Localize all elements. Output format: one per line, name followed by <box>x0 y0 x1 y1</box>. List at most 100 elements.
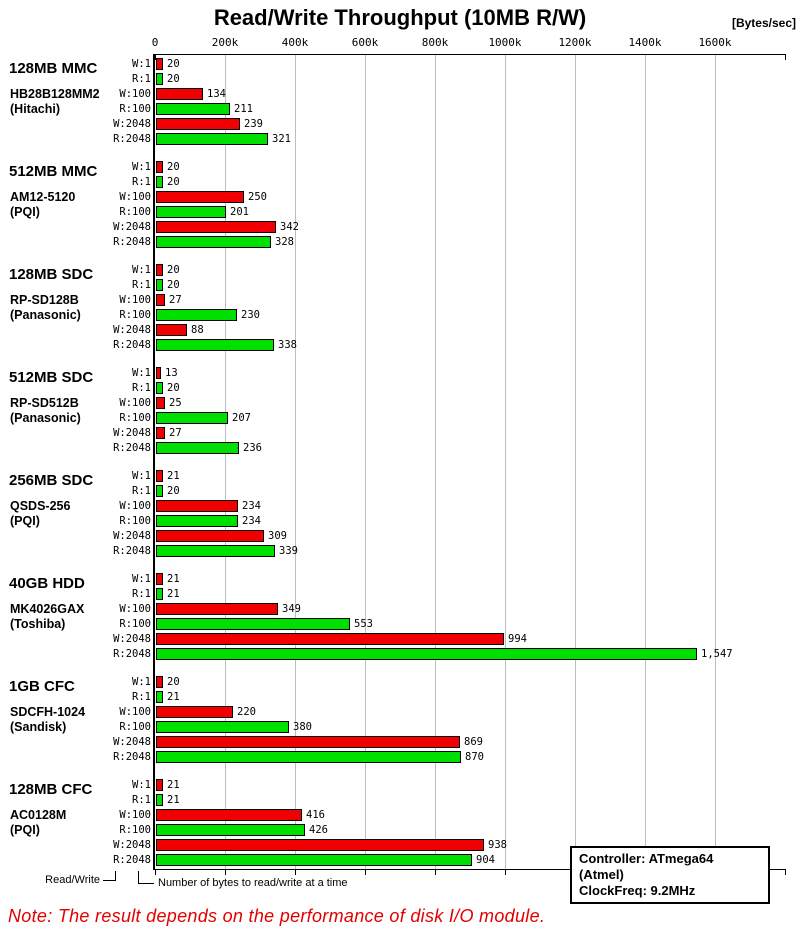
bar-row-label: W:2048 <box>113 118 151 130</box>
write-bar <box>156 470 163 482</box>
bar-value-label: 426 <box>309 824 328 836</box>
bar-value-label: 220 <box>237 706 256 718</box>
x-tickmark-bottom <box>155 869 156 875</box>
read-bar <box>156 485 163 497</box>
bar-row-label: R:100 <box>119 721 151 733</box>
bar-value-label: 234 <box>242 515 261 527</box>
device-maker: (Panasonic) <box>10 308 81 322</box>
bar-value-label: 20 <box>167 485 180 497</box>
x-tick-label: 200k <box>211 36 239 49</box>
bar-value-label: 13 <box>165 367 178 379</box>
device-model-label: AC0128M (PQI) <box>10 808 66 838</box>
bar-value-label: 20 <box>167 264 180 276</box>
device-model-label: SDCFH-1024 (Sandisk) <box>10 705 85 735</box>
x-tick-label: 1000k <box>488 36 522 49</box>
bar-row-label: R:2048 <box>113 133 151 145</box>
bar-value-label: 309 <box>268 530 287 542</box>
write-bar <box>156 58 163 70</box>
bar-row-label: R:2048 <box>113 236 151 248</box>
bar-row-label: W:2048 <box>113 736 151 748</box>
bar-value-label: 27 <box>169 427 182 439</box>
bar-row-label: R:2048 <box>113 545 151 557</box>
bar-row-label: R:2048 <box>113 751 151 763</box>
read-bar <box>156 103 230 115</box>
read-bar <box>156 515 238 527</box>
bar-row-label: W:100 <box>119 500 151 512</box>
legend-connector-readwrite <box>103 871 116 881</box>
x-tickmark-bottom <box>365 869 366 875</box>
device-maker: (Toshiba) <box>10 617 66 631</box>
read-bar <box>156 442 239 454</box>
bar-row-label: W:2048 <box>113 221 151 233</box>
controller-info-line2: ClockFreq: 9.2MHz <box>579 883 696 898</box>
x-tickmark-bottom <box>785 869 786 875</box>
write-bar <box>156 221 276 233</box>
device-name-label: 40GB HDD <box>9 575 85 592</box>
bar-value-label: 239 <box>244 118 263 130</box>
bar-value-label: 904 <box>476 854 495 866</box>
bar-value-label: 870 <box>465 751 484 763</box>
bar-row-label: R:100 <box>119 618 151 630</box>
write-bar <box>156 633 504 645</box>
bar-row-label: W:100 <box>119 706 151 718</box>
bar-value-label: 21 <box>167 691 180 703</box>
bar-row-label: R:1 <box>132 176 151 188</box>
bar-row-label: R:1 <box>132 382 151 394</box>
device-model: AM12-5120 <box>10 190 76 204</box>
bar-row-label: R:100 <box>119 206 151 218</box>
read-bar <box>156 545 275 557</box>
device-model-label: RP-SD128B (Panasonic) <box>10 293 81 323</box>
write-bar <box>156 191 244 203</box>
read-bar <box>156 588 163 600</box>
bar-value-label: 1,547 <box>701 648 733 660</box>
device-model: SDCFH-1024 <box>10 705 86 719</box>
device-name-label: 128MB CFC <box>9 781 93 798</box>
write-bar <box>156 397 165 409</box>
bar-row-label: W:100 <box>119 191 151 203</box>
x-tickmark-bottom <box>225 869 226 875</box>
x-tick-label: 1200k <box>558 36 592 49</box>
device-model: HB28B128MM2 <box>10 87 100 101</box>
bar-value-label: 20 <box>167 279 180 291</box>
bar-row-label: R:100 <box>119 515 151 527</box>
x-tickmark-bottom <box>295 869 296 875</box>
x-tick-label: 400k <box>281 36 309 49</box>
gridline <box>435 55 436 869</box>
read-bar <box>156 382 163 394</box>
x-tick-label: 800k <box>421 36 449 49</box>
bar-value-label: 250 <box>248 191 267 203</box>
bar-row-label: W:100 <box>119 809 151 821</box>
bar-value-label: 416 <box>306 809 325 821</box>
x-tickmark-bottom <box>505 869 506 875</box>
x-tickmark-top <box>785 54 786 60</box>
device-maker: (PQI) <box>10 514 40 528</box>
bar-row-label: W:2048 <box>113 633 151 645</box>
write-bar <box>156 500 238 512</box>
bar-row-label: W:1 <box>132 367 151 379</box>
legend-connector-bytes <box>138 871 154 884</box>
device-model: RP-SD128B <box>10 293 79 307</box>
read-bar <box>156 824 305 836</box>
bar-value-label: 321 <box>272 133 291 145</box>
gridline <box>575 55 576 869</box>
bar-row-label: W:1 <box>132 58 151 70</box>
bar-value-label: 20 <box>167 58 180 70</box>
bar-row-label: W:100 <box>119 397 151 409</box>
x-axis-bottom <box>154 869 786 870</box>
write-bar <box>156 736 460 748</box>
device-model-label: MK4026GAX (Toshiba) <box>10 602 84 632</box>
device-name-label: 512MB SDC <box>9 369 94 386</box>
bar-row-label: W:100 <box>119 88 151 100</box>
bar-row-label: W:1 <box>132 470 151 482</box>
read-bar <box>156 648 697 660</box>
bar-row-label: W:2048 <box>113 324 151 336</box>
bar-row-label: W:1 <box>132 264 151 276</box>
bar-row-label: R:100 <box>119 412 151 424</box>
gridline <box>365 55 366 869</box>
gridline <box>295 55 296 869</box>
bar-value-label: 27 <box>169 294 182 306</box>
read-bar <box>156 854 472 866</box>
bar-value-label: 211 <box>234 103 253 115</box>
device-model-label: HB28B128MM2 (Hitachi) <box>10 87 100 117</box>
device-name-label: 128MB MMC <box>9 60 98 77</box>
